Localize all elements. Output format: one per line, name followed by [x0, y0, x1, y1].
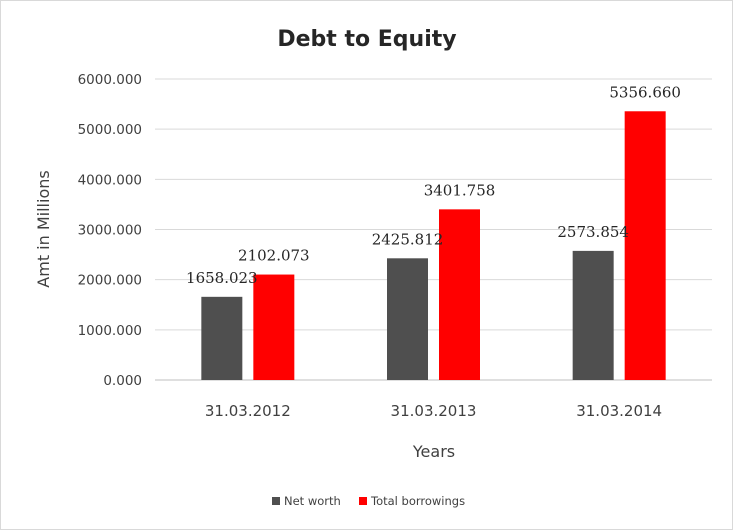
x-axis-ticks: 31.03.2012 31.03.2013 31.03.2014 — [205, 402, 662, 420]
y-tick-label: 4000.000 — [78, 172, 142, 188]
x-tick-label: 31.03.2014 — [576, 402, 662, 420]
bar-net-worth — [387, 258, 428, 380]
bar-total-borrowings — [253, 274, 295, 380]
data-labels: 1658.023 2102.073 2425.812 3401.758 2573.854… — [186, 83, 681, 287]
x-tick-label: 31.03.2012 — [205, 402, 291, 420]
x-axis-title: Years — [412, 442, 455, 461]
y-tick-label: 6000.000 — [78, 72, 142, 88]
data-label-net-worth: 2425.812 — [372, 230, 444, 248]
y-tick-label: 0.000 — [103, 373, 142, 389]
x-tick-label: 31.03.2013 — [391, 402, 477, 420]
bar-total-borrowings — [439, 209, 480, 380]
legend-swatch-total-borrowings — [359, 497, 367, 505]
legend-label-net-worth: Net worth — [284, 494, 341, 508]
bar-total-borrowings — [624, 111, 666, 380]
y-axis-title: Amt in Millions — [34, 170, 53, 287]
gridlines — [155, 78, 712, 381]
data-label-total-borrowings: 3401.758 — [424, 181, 496, 199]
data-label-total-borrowings: 5356.660 — [609, 83, 681, 101]
legend-swatch-net-worth — [272, 497, 280, 505]
data-label-net-worth: 2573.854 — [557, 223, 629, 241]
bars — [201, 111, 666, 380]
y-tick-label: 2000.000 — [78, 273, 142, 289]
y-tick-label: 1000.000 — [78, 323, 142, 339]
y-axis-ticks: 0.000 1000.000 2000.000 3000.000 4000.000 500… — [78, 72, 142, 389]
data-label-net-worth: 1658.023 — [186, 269, 258, 287]
bar-net-worth — [572, 250, 614, 380]
y-tick-label: 3000.000 — [78, 223, 142, 239]
legend-label-total-borrowings: Total borrowings — [370, 494, 465, 508]
chart-title: Debt to Equity — [277, 27, 456, 52]
bar-net-worth — [201, 296, 243, 380]
y-tick-label: 5000.000 — [78, 122, 142, 138]
legend: Net worth Total borrowings — [272, 494, 465, 508]
data-label-total-borrowings: 2102.073 — [238, 247, 310, 265]
